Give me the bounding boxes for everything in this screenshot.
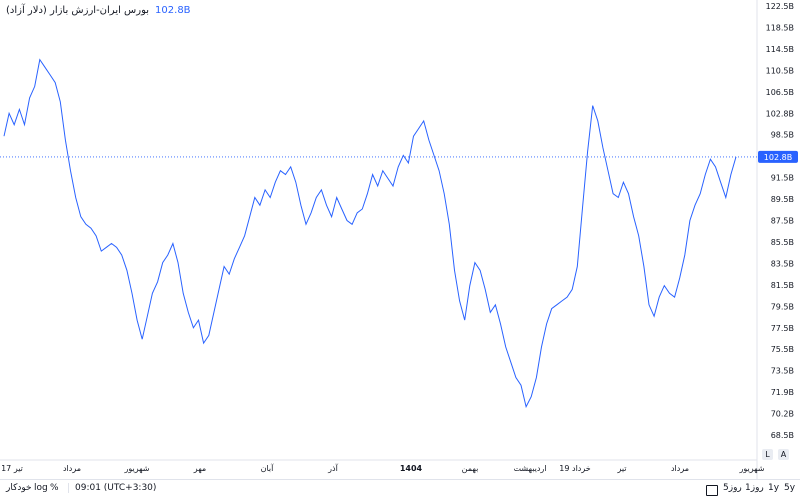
y-tick-label: 114.5B: [766, 45, 794, 54]
auto-scale-toggle[interactable]: A: [778, 449, 789, 460]
log-button[interactable]: log: [34, 483, 48, 493]
range-1d[interactable]: 1روز: [745, 483, 764, 493]
y-tick-label: 75.5B: [771, 345, 794, 354]
y-tick-label: 122.5B: [766, 2, 794, 11]
y-tick-label: 79.5B: [771, 302, 794, 311]
calendar-icon[interactable]: [706, 485, 718, 496]
autoscale-button[interactable]: خودکار: [6, 483, 32, 493]
y-tick-label: 110.5B: [766, 66, 794, 75]
x-tick-label: تیر: [616, 464, 626, 473]
y-tick-label: 70.2B: [771, 410, 794, 419]
x-tick-label: 17 تیر: [1, 464, 23, 473]
x-tick-label: اردیبهشت: [514, 464, 547, 473]
y-tick-label: 71.9B: [771, 388, 794, 397]
y-tick-label: 89.5B: [771, 195, 794, 204]
y-tick-label: 68.5B: [771, 431, 794, 440]
chart-legend: 102.8B بورس ایران-ارزش بازار (دلار آزاد): [6, 5, 191, 16]
timezone-label[interactable]: 09:01 (UTC+3:30): [68, 483, 156, 493]
y-tick-label: 77.5B: [771, 324, 794, 333]
legend-title: بورس ایران-ارزش بازار (دلار آزاد): [6, 5, 150, 16]
x-tick-label: مهر: [193, 464, 206, 473]
last-price-tag: 102.8B: [758, 150, 798, 163]
x-tick-label: شهریور: [123, 464, 149, 473]
x-tick-label: مرداد: [671, 464, 689, 473]
y-tick-label: 73.5B: [771, 367, 794, 376]
y-tick-label: 118.5B: [766, 23, 794, 32]
y-tick-label: 83.5B: [771, 259, 794, 268]
range-1y[interactable]: 1y: [768, 483, 780, 493]
y-tick-label: 102.8B: [766, 109, 794, 118]
x-tick-label: 19 خرداد: [559, 464, 590, 473]
range-5y[interactable]: 5y: [784, 483, 796, 493]
legend-value: 102.8B: [155, 5, 191, 16]
price-chart[interactable]: 122.5B 118.5B 114.5B 110.5B 106.5B 102.8B 98.5…: [0, 0, 800, 479]
x-tick-label: شهریور: [738, 464, 764, 473]
x-tick-label: بهمن: [462, 464, 479, 473]
y-tick-label: 98.5B: [771, 131, 794, 140]
range-5d[interactable]: 5روز: [723, 483, 742, 493]
time-axis[interactable]: 17 تیر مرداد شهریور مهر آبان آذر 1404 بهمن اردیب…: [1, 463, 765, 473]
y-tick-label: 106.5B: [766, 88, 794, 97]
x-tick-label: آذر: [327, 463, 338, 473]
x-tick-label: مرداد: [63, 464, 81, 473]
x-tick-label: آبان: [261, 463, 275, 473]
svg-text:102.8B: 102.8B: [764, 153, 792, 162]
price-axis[interactable]: 122.5B 118.5B 114.5B 110.5B 106.5B 102.8B 98.5…: [766, 2, 794, 440]
y-tick-label: 81.5B: [771, 281, 794, 290]
log-scale-toggle[interactable]: L: [762, 449, 773, 460]
percent-button[interactable]: %: [50, 483, 59, 493]
y-tick-label: 85.5B: [771, 238, 794, 247]
y-tick-label: 87.5B: [771, 217, 794, 226]
bottom-toolbar: خودکار log % 09:01 (UTC+3:30) 5y 1y 1روز…: [0, 479, 800, 499]
x-tick-label: 1404: [400, 464, 423, 473]
series-line: [3, 58, 737, 409]
y-tick-label: 91.5B: [771, 174, 794, 183]
